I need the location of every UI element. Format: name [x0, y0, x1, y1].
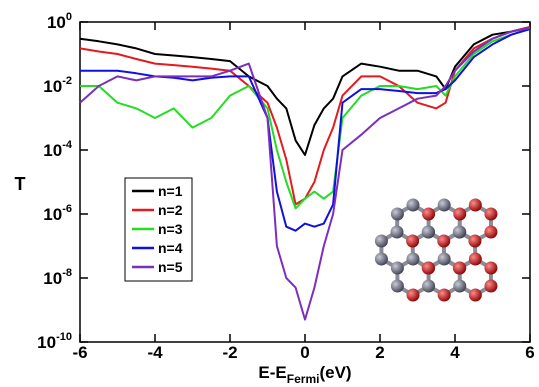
- y-tick-exponent: 0: [66, 11, 72, 23]
- atom: [469, 289, 482, 302]
- y-tick-label: 10-10: [37, 331, 72, 352]
- x-label-sub: Fermi: [287, 372, 320, 386]
- atom: [453, 208, 466, 221]
- y-tick-base: 10: [43, 77, 62, 96]
- legend-label: n=3: [158, 221, 183, 237]
- atom: [469, 253, 482, 266]
- atom: [438, 289, 451, 302]
- y-tick-label: 10-2: [43, 75, 72, 96]
- x-tick-label: 4: [450, 343, 460, 362]
- atom: [484, 208, 497, 221]
- atom: [407, 199, 420, 212]
- legend-label: n=4: [158, 240, 183, 256]
- page: {"chart_data": { "type": "line", "ylabel…: [0, 0, 539, 387]
- y-tick-label: 10-8: [43, 267, 72, 288]
- y-tick-base: 10: [43, 141, 62, 160]
- atom: [391, 280, 404, 293]
- atom: [422, 280, 435, 293]
- atom: [407, 253, 420, 266]
- x-label-main: E-E: [258, 363, 286, 382]
- atom: [438, 199, 451, 212]
- x-tick-label: 6: [525, 343, 534, 362]
- atom: [484, 262, 497, 275]
- atom: [468, 235, 481, 248]
- atom: [391, 226, 404, 239]
- x-tick-label: -2: [222, 343, 237, 362]
- atom: [484, 226, 497, 239]
- y-tick-label: 100: [47, 11, 72, 32]
- atom: [438, 253, 451, 266]
- atom: [437, 235, 450, 248]
- y-tick-exponent: -8: [62, 267, 72, 279]
- y-tick-exponent: -4: [62, 139, 73, 151]
- atom: [391, 208, 404, 221]
- x-tick-label: 0: [300, 343, 309, 362]
- y-tick-exponent: -6: [62, 203, 72, 215]
- x-tick-label: -4: [147, 343, 163, 362]
- legend-label: n=1: [158, 183, 183, 199]
- atom: [453, 280, 466, 293]
- atom: [453, 226, 466, 239]
- atom: [469, 199, 482, 212]
- y-tick-base: 10: [43, 269, 62, 288]
- chart: T -6-4-2024610010-210-410-610-810-10E-EF…: [0, 0, 539, 387]
- y-tick-base: 10: [47, 13, 66, 32]
- y-tick-base: 10: [37, 333, 56, 352]
- atom: [422, 262, 435, 275]
- atom: [484, 280, 497, 293]
- x-tick-label: -6: [72, 343, 87, 362]
- legend-label: n=5: [158, 259, 183, 275]
- y-axis-label: T: [15, 174, 26, 194]
- x-axis-label: E-EFermi(eV): [258, 363, 351, 386]
- y-tick-exponent: -10: [56, 331, 72, 343]
- x-label-unit: (eV): [319, 363, 351, 382]
- legend-label: n=2: [158, 202, 183, 218]
- atom: [391, 262, 404, 275]
- atom: [422, 226, 435, 239]
- series-line: [80, 27, 530, 155]
- atom: [407, 289, 420, 302]
- x-tick-label: 2: [375, 343, 384, 362]
- atom: [375, 253, 388, 266]
- atom: [406, 235, 419, 248]
- molecule-inset: [375, 199, 498, 302]
- atom: [375, 235, 388, 248]
- y-tick-exponent: -2: [62, 75, 72, 87]
- atom: [422, 208, 435, 221]
- y-tick-label: 10-6: [43, 203, 72, 224]
- y-tick-base: 10: [43, 205, 62, 224]
- atom: [453, 262, 466, 275]
- y-tick-label: 10-4: [43, 139, 73, 160]
